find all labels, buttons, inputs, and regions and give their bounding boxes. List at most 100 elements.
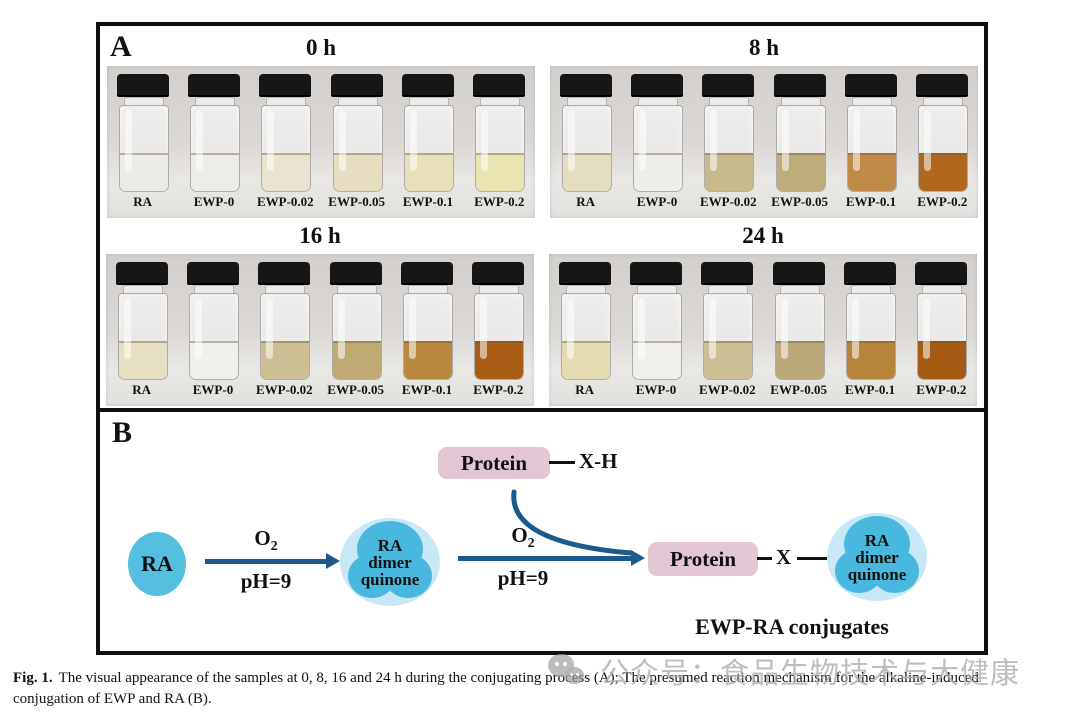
vial-label: EWP-0.05 bbox=[327, 382, 384, 397]
vial-cap bbox=[186, 262, 239, 285]
vial-label: RA bbox=[133, 194, 153, 209]
vial-cap bbox=[330, 74, 383, 97]
vial-body bbox=[917, 293, 968, 380]
vial-cap bbox=[329, 262, 382, 285]
vial-column: EWP-0.2 bbox=[906, 254, 977, 406]
vial bbox=[843, 74, 899, 192]
vial-cap bbox=[472, 262, 525, 285]
vial bbox=[257, 74, 313, 192]
vial-column: EWP-0.02 bbox=[692, 254, 763, 406]
vial-cap bbox=[400, 262, 453, 285]
vial-body bbox=[188, 293, 239, 380]
panel-a-label: A bbox=[110, 30, 132, 63]
vial-cap bbox=[773, 74, 826, 97]
vial-column: RA bbox=[550, 66, 621, 218]
vial-label: EWP-0.02 bbox=[699, 194, 757, 209]
time-group-0h: 0 h RA EWP-0 EWP-0.02 EWP-0.05 bbox=[107, 35, 535, 218]
protein-xh-box: Protein bbox=[438, 447, 550, 479]
vial bbox=[558, 74, 614, 192]
bond-line bbox=[797, 557, 827, 560]
vial bbox=[629, 74, 685, 192]
vial-liquid bbox=[633, 153, 682, 191]
vial bbox=[114, 262, 170, 380]
time-title: 8 h bbox=[748, 35, 780, 60]
vial-liquid bbox=[632, 341, 681, 379]
vial-column: EWP-0.02 bbox=[693, 66, 764, 218]
vial-column: EWP-0.2 bbox=[907, 66, 978, 218]
ra-dimer-quinone-node-1: RA dimer quinone bbox=[340, 518, 440, 606]
vial-column: EWP-0.02 bbox=[250, 66, 321, 218]
watermark: 公众号：食品生物技术与大健康 bbox=[548, 650, 1020, 692]
vial bbox=[329, 74, 385, 192]
sample-photo: RA EWP-0 EWP-0.02 EWP-0.05 EWP-0.1 bbox=[550, 66, 978, 218]
vial-liquid bbox=[404, 153, 453, 191]
vial-liquid bbox=[775, 341, 824, 379]
vial-column: EWP-0 bbox=[178, 66, 249, 218]
vial-column: EWP-0.2 bbox=[463, 254, 534, 406]
vial-label: RA bbox=[132, 382, 152, 397]
o2-label-2: O2 bbox=[511, 523, 535, 552]
vial-liquid bbox=[847, 153, 896, 191]
vial-column: EWP-0.05 bbox=[763, 254, 834, 406]
sample-photo: RA EWP-0 EWP-0.02 EWP-0.05 EWP-0.1 bbox=[549, 254, 977, 406]
vial-body bbox=[403, 105, 454, 192]
vial-body bbox=[402, 293, 453, 380]
vial-body bbox=[474, 293, 525, 380]
reaction-arrow-1-head bbox=[326, 553, 340, 569]
ph-label-1: pH=9 bbox=[240, 569, 292, 593]
vial bbox=[699, 262, 755, 380]
protein-x-box: Protein bbox=[648, 542, 758, 576]
ra-dimer-quinone-node-2: RA dimer quinone bbox=[827, 513, 927, 601]
panel-b-label: B bbox=[112, 416, 133, 449]
dimer-label: RA dimer quinone bbox=[847, 530, 907, 584]
vial bbox=[471, 74, 527, 192]
vial-label: RA bbox=[575, 382, 595, 397]
watermark-text: 公众号：食品生物技术与大健康 bbox=[600, 656, 1021, 690]
vial-column: EWP-0.2 bbox=[464, 66, 535, 218]
vial-cap bbox=[115, 262, 168, 285]
vial-column: RA bbox=[107, 66, 178, 218]
vial-column: RA bbox=[549, 254, 620, 406]
vial-liquid bbox=[704, 341, 753, 379]
bond-line bbox=[549, 461, 575, 464]
vial-cap bbox=[915, 262, 968, 285]
vial bbox=[700, 74, 756, 192]
time-title: 0 h bbox=[305, 35, 337, 60]
vial-label: RA bbox=[576, 194, 596, 209]
vial-column: EWP-0.1 bbox=[834, 254, 905, 406]
vial-cap bbox=[116, 74, 169, 97]
vial-cap bbox=[844, 74, 897, 97]
vial-column: EWP-0.05 bbox=[321, 66, 392, 218]
vial-column: EWP-0.02 bbox=[249, 254, 320, 406]
vial bbox=[628, 262, 684, 380]
vial-body bbox=[918, 105, 969, 192]
caption-line2: conjugation of EWP and RA (B). bbox=[13, 691, 212, 707]
vial-liquid bbox=[561, 341, 610, 379]
vial-label: EWP-0.05 bbox=[328, 194, 385, 209]
vial-cap bbox=[559, 74, 612, 97]
vial bbox=[914, 74, 970, 192]
vial-body bbox=[332, 105, 383, 192]
vial-label: EWP-0.1 bbox=[844, 382, 896, 397]
vial-body bbox=[845, 293, 896, 380]
sample-photo: RA EWP-0 EWP-0.02 EWP-0.05 EWP-0.1 bbox=[107, 66, 535, 218]
vial-body bbox=[775, 105, 826, 192]
vial bbox=[913, 262, 969, 380]
time-group-8h: 8 h RA EWP-0 EWP-0.02 EWP-0.05 bbox=[550, 35, 978, 218]
vial-column: EWP-0 bbox=[621, 66, 692, 218]
vial-label: EWP-0.1 bbox=[401, 382, 453, 397]
vial-liquid bbox=[261, 341, 310, 379]
reaction-arrow-1 bbox=[205, 559, 327, 564]
vial-liquid bbox=[919, 153, 968, 191]
time-group-24h: 24 h RA EWP-0 EWP-0.02 EWP-0.05 bbox=[549, 223, 977, 406]
vial-liquid bbox=[189, 341, 238, 379]
vial bbox=[115, 74, 171, 192]
vial-body bbox=[475, 105, 526, 192]
vial-cap bbox=[843, 262, 896, 285]
vial-liquid bbox=[262, 153, 311, 191]
vial-liquid bbox=[562, 153, 611, 191]
vial-cap bbox=[401, 74, 454, 97]
vial-liquid bbox=[118, 341, 167, 379]
vial-label: EWP-0.05 bbox=[771, 194, 828, 209]
